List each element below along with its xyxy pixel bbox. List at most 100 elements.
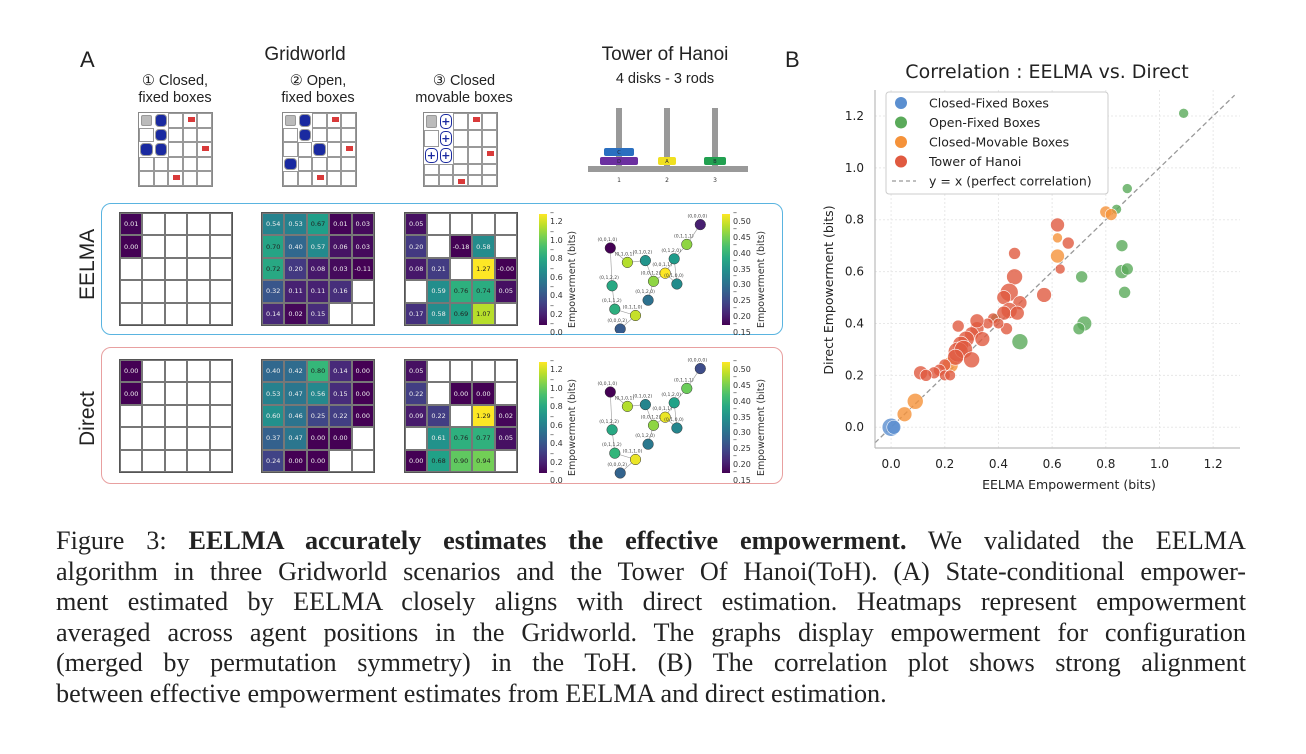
- scatter-point: [944, 369, 956, 382]
- toh-disk-D: [600, 157, 638, 165]
- scatter-point: [1061, 236, 1075, 250]
- heatmap-cell: 0.80: [306, 360, 330, 383]
- robot-icon: [285, 115, 296, 126]
- heatmap-cell: 1.07: [472, 302, 495, 325]
- scatter-point: [1104, 208, 1118, 221]
- heatmap-empty-cell: [329, 449, 352, 472]
- heatmap-cell: 0.00: [449, 382, 473, 405]
- scatter-point: [1050, 248, 1065, 264]
- heatmap-cell: 0.20: [284, 257, 307, 281]
- colorbar-tick: – 0.50: [733, 356, 751, 374]
- graph-node-label: (0,0,0,0): [687, 214, 707, 220]
- heatmap-cell: 1.29: [472, 404, 495, 428]
- heatmap-empty-cell: [449, 360, 473, 383]
- legend-marker: [895, 116, 907, 129]
- colorbar-tick: – 0.20: [733, 451, 751, 470]
- scenario-number: ③: [432, 73, 446, 89]
- row-label-eelma: EELMA: [76, 228, 99, 300]
- heatmap-cell: 0.03: [351, 235, 374, 258]
- heatmap-empty-cell: [351, 449, 374, 472]
- reference-line: [874, 94, 1236, 444]
- heatmap-cell: 0.37: [262, 427, 285, 450]
- heatmap-cell: 0.00: [351, 404, 374, 428]
- y-tick-label: 0.2: [845, 368, 864, 382]
- rod-label: 1: [617, 177, 621, 184]
- heatmap-empty-cell: [120, 449, 143, 472]
- heatmap-empty-cell: [142, 427, 165, 450]
- heatmap-cell: 0.40: [262, 360, 285, 383]
- heatmap-cell: 0.09: [405, 404, 428, 428]
- scatter-point: [992, 317, 1005, 330]
- heatmap-cell: 0.02: [284, 302, 307, 325]
- toh-disk-label: C: [617, 150, 621, 156]
- colorbar-tick: – 1.0: [550, 374, 563, 393]
- graph-node: [668, 253, 680, 265]
- graph-node-label: (0,0,1,1): [652, 406, 672, 412]
- graph-node: [621, 256, 633, 268]
- heatmap-empty-cell: [209, 404, 232, 428]
- direct-row-frame: [101, 347, 783, 484]
- heatmap-empty-cell: [405, 280, 428, 303]
- colorbar-tick: – 0.45: [733, 223, 751, 242]
- colorbar-label: Empowerment (bits): [756, 378, 767, 476]
- flag-icon: [182, 113, 198, 128]
- heatmap-cell: 0.16: [329, 280, 352, 303]
- heatmap-direct-open-fixed: 0.40 0.42 0.80 0.14 0.00 0.53 0.47 0.56 0.15 0.00…: [261, 359, 375, 473]
- heatmap-empty-cell: [187, 427, 210, 450]
- graph-node-label: (0,0,1,0): [597, 237, 617, 243]
- heatmap-cell: 0.21: [427, 257, 450, 281]
- legend-marker: [895, 97, 907, 109]
- eelma-row-frame: [101, 203, 783, 335]
- colorbar-tick: – 0.6: [550, 263, 563, 282]
- heatmap-eelma-closed-movable: 0.05 0.20 -0.18 0.58 0.08 0.21 1.27 -0.00 0.59 0.…: [404, 212, 518, 326]
- heatmap-cell: 0.17: [405, 302, 428, 325]
- flag-icon: [341, 142, 356, 157]
- x-tick-label: 0.6: [1043, 457, 1062, 471]
- heatmap-cell: 0.08: [405, 257, 428, 281]
- heatmap-empty-cell: [449, 213, 473, 236]
- graph-node: [614, 467, 626, 479]
- heatmap-cell: 0.00: [472, 382, 495, 405]
- heatmap-empty-cell: [472, 213, 495, 236]
- scatter-point: [947, 348, 964, 366]
- rod-label: 2: [665, 177, 669, 184]
- heatmap-eelma-closed-fixed: 0.01 0.00: [119, 212, 233, 326]
- heatmap-cell: -0.00: [494, 257, 517, 281]
- heatmap-cell: 0.00: [405, 449, 428, 472]
- graph-node-label: (0,1,1,0): [623, 449, 643, 455]
- graph-node-label: (0,1,0,2): [633, 250, 653, 256]
- graph-node-label: (0,1,1,1): [674, 233, 694, 239]
- heatmap-cell: 0.61: [427, 427, 450, 450]
- fixed-box: [154, 128, 168, 142]
- graph-node: [647, 419, 660, 431]
- scatter-point: [1036, 287, 1052, 303]
- scatter-point: [1120, 262, 1134, 276]
- caption-line: Figure 3: EELMA accurately estimates the…: [56, 526, 1246, 557]
- heatmap-cell: 0.22: [405, 382, 428, 405]
- heatmap-empty-cell: [164, 280, 188, 303]
- heatmap-cell: 0.00: [306, 427, 330, 450]
- heatmap-cell: 0.57: [306, 235, 330, 258]
- heatmap-cell: 0.05: [494, 280, 517, 303]
- y-tick-label: 0.4: [845, 316, 864, 330]
- heatmap-empty-cell: [142, 280, 165, 303]
- heatmap-cell: 0.15: [306, 302, 330, 325]
- heatmap-cell: 0.76: [449, 280, 473, 303]
- graph-node: [681, 238, 693, 250]
- scatter-point: [896, 406, 913, 422]
- correlation-scatter-plot: Correlation : EELMA vs. Direct 0.0 0.2 0.4…: [821, 61, 1240, 492]
- heatmap-empty-cell: [351, 427, 374, 450]
- heatmap-empty-cell: [120, 404, 143, 428]
- heatmap-empty-cell: [209, 449, 232, 472]
- graph-node-label: (0,1,1,1): [674, 377, 694, 383]
- heatmap-empty-cell: [209, 213, 232, 236]
- colorbar-tick: – 0.25: [733, 287, 751, 306]
- colorbar-tick: – 0.6: [550, 411, 563, 430]
- graph-node-label: (0,0,0,0): [687, 358, 707, 364]
- heatmap-empty-cell: [120, 427, 143, 450]
- heatmap-cell: 0.47: [284, 427, 307, 450]
- x-tick-label: 1.2: [1204, 457, 1223, 471]
- caption-line: (merged by permutation symmetry) in the …: [56, 648, 1246, 677]
- heatmap-empty-cell: [164, 213, 188, 236]
- graph-node: [639, 399, 651, 411]
